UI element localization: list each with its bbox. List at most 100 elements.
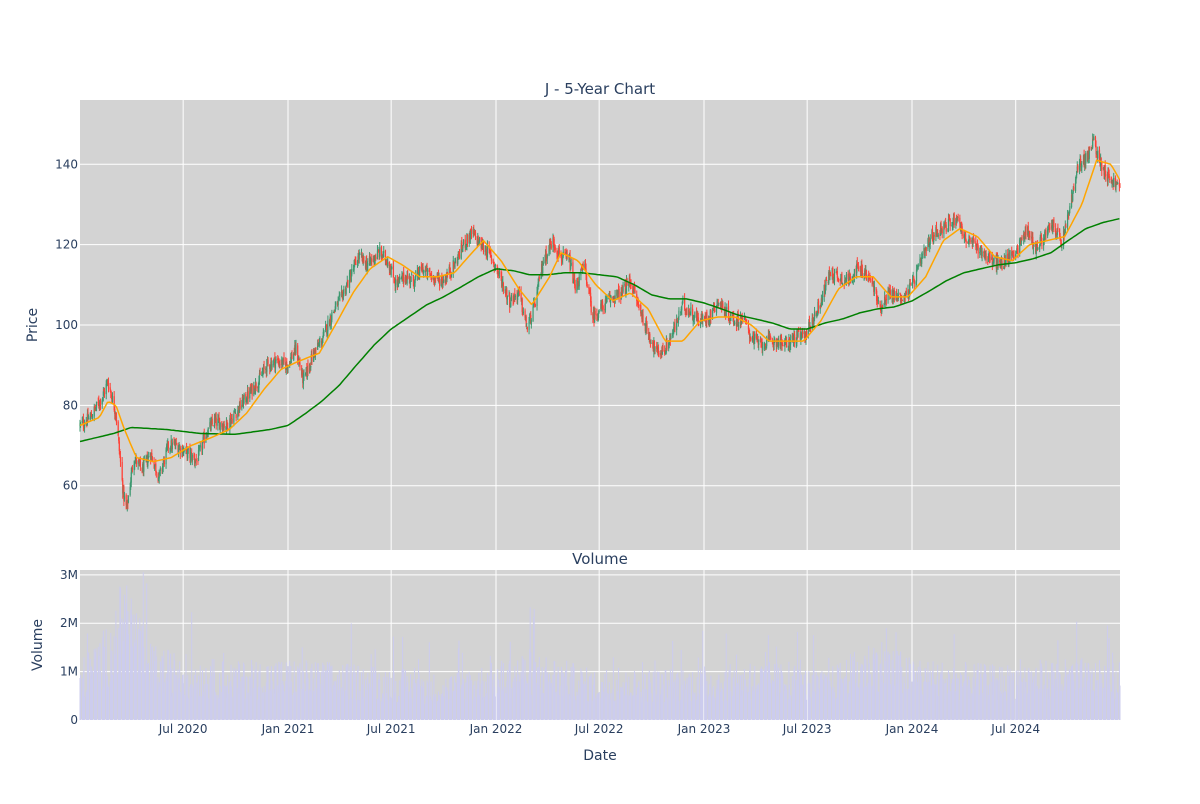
volume-bar [880, 663, 882, 720]
candle-body [1080, 159, 1082, 168]
candle-body [326, 330, 328, 336]
volume-bar [383, 676, 385, 720]
volume-bar [852, 656, 854, 720]
candle-body [462, 244, 464, 249]
volume-bar [193, 687, 195, 720]
volume-bar [893, 685, 895, 720]
candle-body [159, 471, 161, 474]
candle-body [621, 290, 624, 293]
volume-bar [733, 677, 735, 720]
candle-body [387, 262, 389, 267]
candle-body [193, 458, 196, 463]
volume-bar [554, 661, 556, 720]
candle-body [366, 265, 368, 271]
candle-body [911, 278, 914, 284]
candle-body [1052, 225, 1054, 230]
volume-bar [1084, 697, 1086, 720]
candle-body [875, 287, 877, 291]
candle-body [370, 259, 372, 263]
volume-bar [243, 662, 245, 720]
volume-bar [955, 673, 957, 720]
candle-body [748, 334, 751, 339]
candle-body [524, 310, 526, 318]
volume-bar [608, 693, 610, 720]
candle-body [676, 318, 678, 331]
volume-bar [433, 674, 435, 720]
volume-bar [219, 673, 221, 720]
candle-body [808, 320, 811, 327]
volume-bar [1044, 697, 1046, 720]
volume-bar [289, 660, 291, 720]
volume-bar [143, 672, 145, 720]
volume-bar [853, 660, 855, 720]
candle-body [82, 418, 85, 427]
volume-bar [1009, 668, 1011, 720]
volume-bar [533, 608, 535, 720]
volume-bar [843, 679, 845, 720]
volume-bar [460, 688, 462, 720]
candle-body [295, 344, 297, 353]
candle-body [493, 261, 495, 265]
volume-bar [957, 691, 959, 720]
volume-bar [1107, 689, 1109, 720]
candle-body [430, 274, 432, 277]
volume-bar [201, 696, 203, 720]
volume-bar [1019, 659, 1021, 720]
volume-bar [903, 676, 905, 720]
volume-bar [174, 660, 176, 720]
volume-bar [638, 680, 640, 720]
volume-bar [672, 698, 674, 720]
volume-bar [445, 700, 447, 720]
volume-bar [1109, 684, 1111, 720]
volume-bar [867, 682, 869, 720]
candle-body [699, 319, 702, 327]
candle-body [162, 465, 164, 471]
candle-body [1068, 210, 1070, 215]
volume-bar [734, 686, 736, 720]
candle-body [247, 391, 249, 399]
volume-bar [857, 687, 859, 720]
volume-bar [473, 685, 475, 720]
volume-bar [968, 698, 970, 720]
volume-bar [574, 700, 576, 720]
volume-bar [134, 646, 136, 720]
volume-bar [131, 614, 133, 720]
candle-body [275, 359, 277, 362]
volume-bar [367, 673, 369, 720]
volume-bar [154, 676, 156, 720]
volume-bar [1020, 671, 1022, 720]
candle-body [167, 441, 169, 449]
candle-body [405, 276, 407, 283]
volume-bar [1064, 677, 1066, 720]
candle-body [1039, 245, 1041, 250]
volume-bar [685, 684, 687, 720]
volume-bar [359, 690, 361, 720]
volume-bar [474, 696, 476, 720]
candle-body [546, 259, 548, 261]
candle-body [489, 247, 491, 251]
volume-bar [481, 668, 483, 720]
volume-bar [445, 678, 447, 720]
volume-bar [453, 676, 455, 720]
volume-bar [119, 586, 121, 720]
volume-bar [610, 699, 612, 720]
volume-bar [109, 681, 111, 720]
volume-bar [779, 692, 781, 720]
candle-body [514, 293, 516, 297]
candle-body [159, 468, 161, 471]
candle-body [773, 340, 775, 345]
volume-bar [991, 681, 993, 720]
volume-bar [819, 675, 821, 720]
volume-bar [612, 688, 614, 720]
candle-body [609, 296, 612, 304]
volume-bar [79, 678, 81, 720]
candle-body [482, 242, 485, 252]
candle-body [87, 412, 89, 421]
volume-bar [190, 696, 192, 720]
candle-body [428, 269, 430, 272]
volume-bar [1035, 667, 1037, 720]
candle-body [391, 266, 393, 270]
candle-body [776, 344, 778, 346]
volume-bar [931, 685, 933, 720]
candle-body [458, 254, 461, 258]
